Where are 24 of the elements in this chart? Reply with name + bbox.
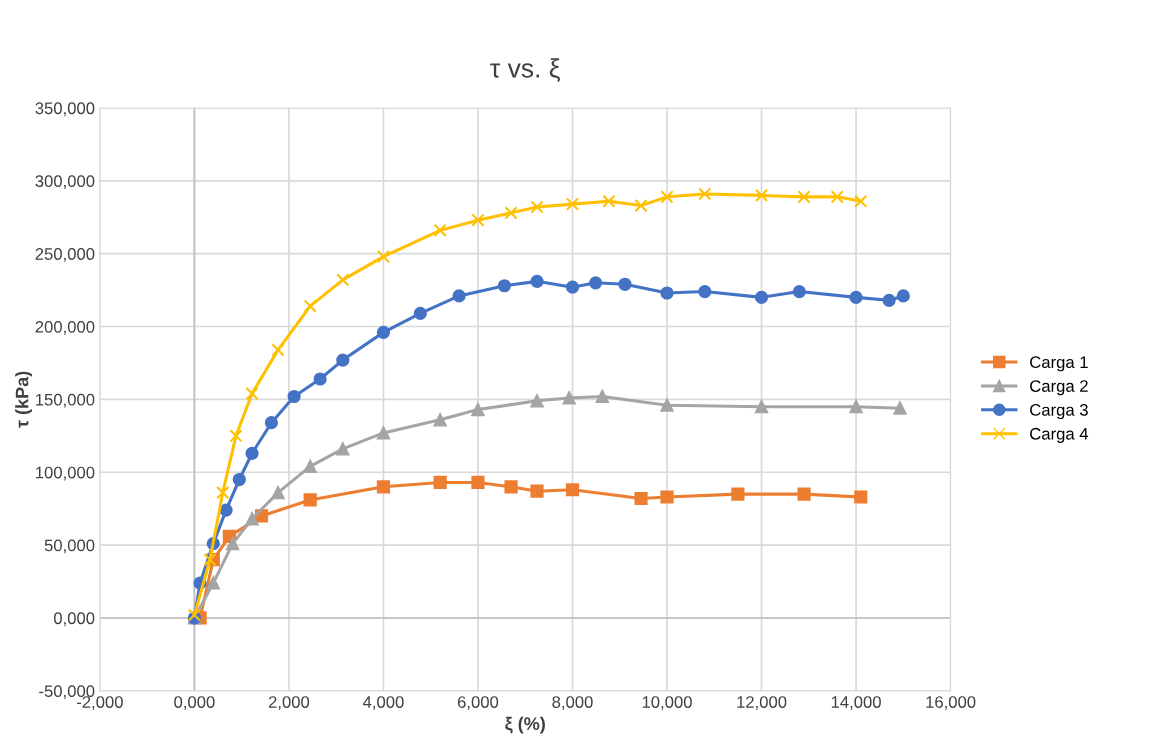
y-tick-label: 350,000 (35, 102, 95, 117)
x-tick-label: 16,000 (926, 696, 976, 710)
legend-label: Carga 1 (1030, 356, 1088, 372)
y-tick-label: 150,000 (36, 393, 95, 408)
y-tick-label: 300,000 (35, 175, 95, 189)
x-tick-label: 6,000 (457, 696, 499, 710)
x-tick-label: 0,000 (174, 696, 215, 710)
x-tick-label: 12,000 (737, 696, 787, 710)
x-tick-label: 8,000 (552, 696, 593, 710)
x-axis-title: ξ (%) (505, 716, 545, 734)
legend-label: Carga 2 (1030, 380, 1088, 396)
legend-label: Carga 4 (1030, 427, 1089, 443)
x-tick-label: 2,000 (268, 696, 310, 710)
x-tick-label: 4,000 (362, 696, 404, 710)
y-tick-label: 200,000 (35, 320, 95, 335)
y-tick-label: 250,000 (35, 248, 95, 262)
legend-label: Carga 3 (1030, 404, 1088, 420)
y-axis-title: τ (kPa) (15, 371, 32, 428)
chart-title: τ vs. ξ (490, 58, 560, 82)
y-tick-label: 100,000 (36, 466, 95, 481)
x-tick-label: 14,000 (831, 696, 881, 710)
y-tick-label: 50,000 (44, 539, 95, 554)
y-tick-label: 0,000 (53, 612, 95, 627)
x-tick-label: 10,000 (642, 696, 692, 710)
